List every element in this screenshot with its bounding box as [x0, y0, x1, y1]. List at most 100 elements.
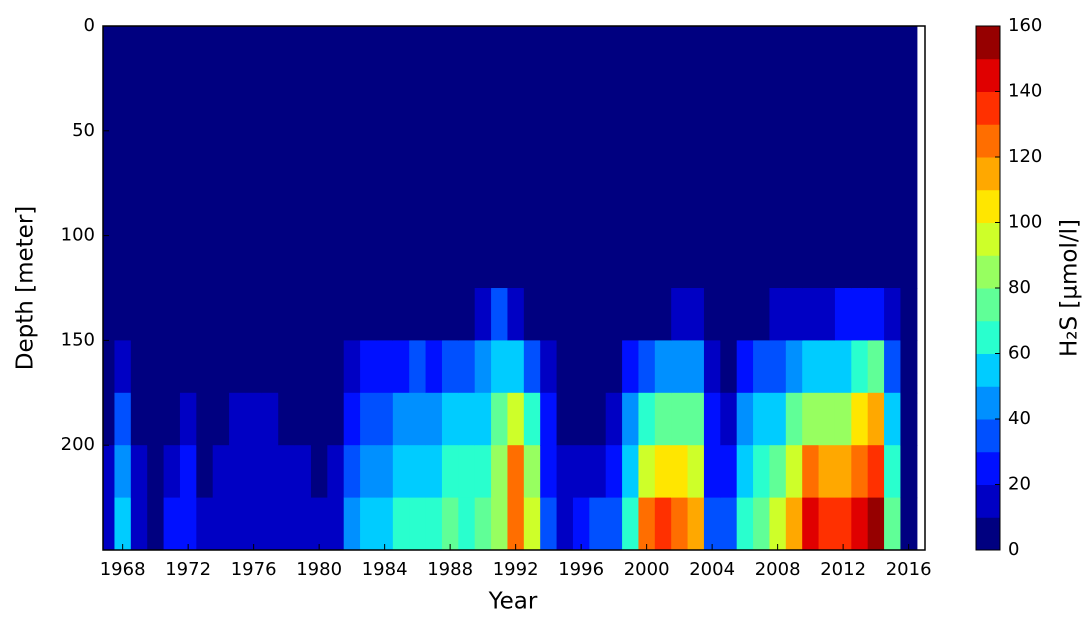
colorbar-segment [976, 91, 1000, 125]
contour-cell [622, 445, 640, 499]
contour-cell [605, 497, 623, 550]
contour-cell [114, 445, 132, 499]
contour-cell [687, 340, 705, 394]
contour-cell [900, 392, 918, 446]
colorbar-segment [976, 26, 1000, 60]
contour-cell [212, 392, 230, 446]
x-tick-label: 2016 [886, 559, 932, 580]
contour-cell [376, 288, 394, 341]
contour-cell [229, 26, 247, 289]
contour-cell [703, 392, 721, 446]
contour-cell [605, 392, 623, 446]
contour-cell [687, 392, 705, 446]
contour-cell [278, 340, 296, 394]
contour-cell [441, 497, 459, 550]
contour-cell [261, 288, 279, 341]
contour-cell [703, 340, 721, 394]
contour-cell [474, 26, 492, 289]
x-tick-label: 2000 [624, 559, 670, 580]
contour-cell [572, 340, 590, 394]
contour-cell [310, 392, 328, 446]
contour-cell [425, 26, 443, 289]
contour-cell [605, 340, 623, 394]
contour-cell [785, 26, 803, 289]
contour-cell [523, 445, 541, 499]
y-tick-label: 100 [61, 225, 95, 246]
contour-cell [360, 288, 378, 341]
contour-cell [310, 497, 328, 550]
contour-cell [687, 288, 705, 341]
contour-cell [753, 445, 771, 499]
contour-cell [523, 26, 541, 289]
colorbar-segment [976, 386, 1000, 420]
contour-cell [212, 445, 230, 499]
contour-cell [491, 497, 509, 550]
contour-cell [103, 340, 116, 394]
x-tick-label: 1984 [362, 559, 408, 580]
contour-cell [196, 288, 214, 341]
contour-cell [638, 340, 656, 394]
contour-cell [114, 497, 132, 550]
contour-cell [245, 445, 263, 499]
contour-cell [753, 340, 771, 394]
contour-cell [556, 445, 574, 499]
contour-cell [654, 445, 672, 499]
contour-cell [802, 26, 820, 289]
contour-cell [441, 340, 459, 394]
contour-cell [785, 340, 803, 394]
contour-cell [802, 497, 820, 550]
contour-cell [278, 288, 296, 341]
contour-cell [638, 392, 656, 446]
contour-cell [425, 497, 443, 550]
contour-cell [589, 288, 607, 341]
contour-cell [130, 340, 148, 394]
x-tick-label: 1996 [558, 559, 604, 580]
contour-cell [638, 445, 656, 499]
contour-cell [622, 497, 640, 550]
contour-cell [654, 497, 672, 550]
contour-cell [834, 26, 852, 289]
contour-cell [638, 26, 656, 289]
contour-cell [229, 497, 247, 550]
contour-cell [474, 288, 492, 341]
contour-cell [261, 340, 279, 394]
colorbar-tick-label: 80 [1008, 277, 1031, 298]
contour-cell [703, 288, 721, 341]
contour-cell [736, 392, 754, 446]
y-tick-label: 0 [84, 15, 95, 36]
contour-cell [867, 392, 885, 446]
contour-cell [294, 26, 312, 289]
contour-cell [474, 445, 492, 499]
contour-cell [507, 392, 525, 446]
x-tick-label: 1988 [427, 559, 473, 580]
contour-cell [229, 340, 247, 394]
contour-cell [834, 340, 852, 394]
contour-cell [343, 340, 361, 394]
colorbar-segment [976, 222, 1000, 256]
contour-cell [720, 497, 738, 550]
colorbar-tick-label: 120 [1008, 146, 1042, 167]
contour-cell [622, 288, 640, 341]
contour-cell [785, 497, 803, 550]
contour-cell [179, 340, 197, 394]
contour-cell [147, 497, 165, 550]
contour-cell [491, 26, 509, 289]
contour-cell [130, 497, 148, 550]
contour-cell [572, 497, 590, 550]
colorbar-tick-label: 40 [1008, 408, 1031, 429]
contour-cell [867, 497, 885, 550]
contour-cell [163, 340, 181, 394]
contour-cell [310, 340, 328, 394]
contour-cell [703, 445, 721, 499]
contour-cell [671, 392, 689, 446]
contour-cell [327, 340, 345, 394]
contour-cell [851, 288, 869, 341]
contour-cell [556, 497, 574, 550]
colorbar-tick-label: 0 [1008, 539, 1019, 560]
contour-cell [818, 288, 836, 341]
contour-cell [654, 340, 672, 394]
contour-cell [310, 288, 328, 341]
x-tick-label: 1992 [493, 559, 539, 580]
contour-cell [163, 497, 181, 550]
